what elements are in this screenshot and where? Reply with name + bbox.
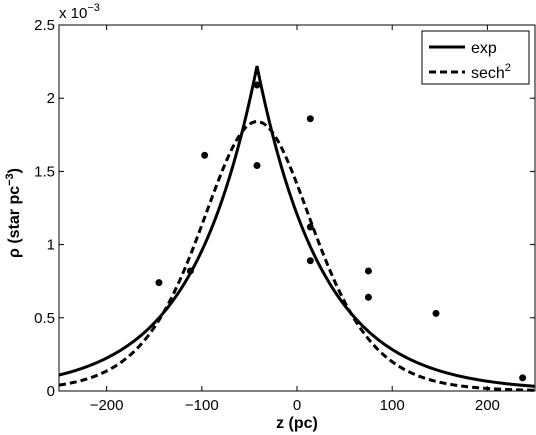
y-tick-label: 0 — [47, 383, 55, 400]
y-tick-label: 2.5 — [34, 17, 55, 34]
data-point — [155, 279, 163, 287]
data-point — [253, 81, 261, 89]
x-tick-label: 100 — [380, 397, 405, 414]
axis-ticks: −200 −100 0 100 200 0 0.5 1 1.5 2 2.5 — [34, 17, 535, 414]
legend: exp sech2 — [421, 30, 530, 85]
y-tick-label: 0.5 — [34, 310, 55, 327]
x-tick-label: −100 — [185, 397, 219, 414]
y-tick-label: 2 — [47, 90, 55, 107]
y-axis-label-sup: −3 — [4, 173, 16, 186]
y-tick-label: 1.5 — [34, 163, 55, 180]
curves — [58, 65, 536, 392]
y-multiplier: x 10−3 — [59, 2, 100, 22]
x-tick-label: −200 — [90, 397, 124, 414]
y-axis-label-main: ρ (star pc — [6, 186, 23, 258]
legend-box — [421, 30, 530, 85]
legend-label-sech2-base: sech — [471, 65, 505, 82]
y-axis-label: ρ (star pc−3) — [4, 168, 23, 258]
x-axis-label: z (pc) — [276, 415, 318, 432]
data-point — [306, 223, 314, 231]
data-point — [306, 115, 314, 123]
data-point — [364, 267, 372, 275]
y-tick-label: 1 — [47, 237, 55, 254]
data-point — [253, 162, 261, 170]
y-axis-label-close: ) — [6, 168, 23, 173]
x-tick-label: 200 — [475, 397, 500, 414]
legend-label-sech2-sup: 2 — [505, 62, 511, 74]
data-points — [155, 81, 527, 382]
y-multiplier-base: x 10 — [59, 5, 87, 22]
data-point — [432, 309, 440, 317]
x-tick-label: 0 — [293, 397, 301, 414]
data-point — [306, 257, 314, 265]
data-point — [364, 293, 372, 301]
legend-label-sech2: sech2 — [471, 62, 511, 82]
data-point — [201, 151, 209, 159]
curve-exp — [58, 65, 536, 388]
data-point — [186, 267, 194, 275]
curve-sech2 — [58, 120, 536, 392]
data-point — [519, 374, 527, 382]
legend-label-exp: exp — [471, 40, 497, 57]
y-multiplier-exp: −3 — [87, 2, 100, 14]
